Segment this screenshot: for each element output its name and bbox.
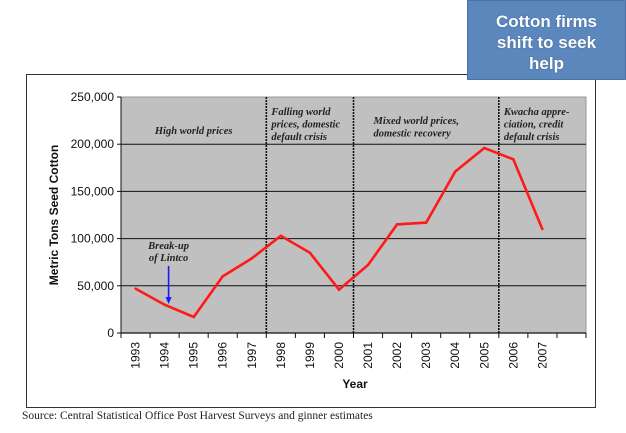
x-tick-label: 2004 — [448, 342, 462, 369]
x-tick-label: 2005 — [477, 342, 491, 369]
data-point — [134, 287, 137, 290]
x-tick-label: 2007 — [535, 342, 549, 369]
x-tick-label: 2002 — [390, 342, 404, 369]
x-axis: 1993 1994 1995 1996 1997 1998 1999 2000 2001 2002… — [120, 332, 587, 369]
annotation-label: Break-up — [147, 241, 189, 252]
y-axis-label: Metric Tons Seed Cotton — [47, 145, 61, 285]
x-tick-label: 1998 — [274, 342, 288, 369]
callout-box: Cotton firms shift to seek help — [467, 0, 626, 80]
annotation-label: of Lintco — [149, 253, 188, 264]
source-note: Source: Central Statistical Office Post … — [22, 410, 373, 422]
data-point — [395, 223, 399, 226]
period-label: domestic recovery — [374, 129, 452, 140]
period-dividers — [265, 97, 500, 333]
data-point — [454, 170, 457, 173]
data-point — [483, 146, 486, 150]
x-tick-label: 2006 — [506, 342, 520, 369]
data-point — [424, 221, 428, 224]
callout-line: help — [529, 54, 564, 73]
y-axis: 0 50,000 100,000 150,000 200,000 250,000 — [71, 90, 122, 340]
y-tick-label: 100,000 — [71, 232, 115, 246]
x-tick-label: 1994 — [158, 342, 172, 369]
x-tick-label: 2000 — [332, 342, 346, 369]
data-point — [337, 288, 341, 291]
x-tick-label: 2003 — [419, 342, 433, 369]
data-point — [541, 227, 544, 231]
y-tick-label: 150,000 — [71, 184, 115, 198]
data-point — [279, 234, 283, 237]
x-tick-label: 2001 — [361, 342, 375, 369]
period-label: prices, domestic — [270, 120, 340, 131]
y-tick-label: 0 — [107, 326, 114, 340]
period-label: Falling world — [270, 107, 331, 118]
data-points — [134, 146, 544, 319]
x-tick-label: 1993 — [129, 342, 143, 369]
data-point — [366, 263, 370, 267]
data-point — [163, 303, 166, 306]
data-point — [308, 251, 312, 254]
x-tick-label: 1995 — [187, 342, 201, 369]
data-point — [512, 158, 515, 161]
period-label: Mixed world prices, — [373, 116, 459, 127]
period-label: Kwacha appre- — [503, 107, 570, 118]
callout-line: shift to seek — [496, 33, 597, 52]
y-tick-label: 200,000 — [71, 137, 115, 151]
annotation-arrow-head — [165, 297, 172, 304]
y-tick-label: 250,000 — [71, 90, 115, 104]
period-label: default crisis — [271, 132, 327, 143]
x-tick-label: 1999 — [303, 342, 317, 369]
period-labels: High world prices Falling world prices, do… — [154, 107, 570, 143]
y-tick-label: 50,000 — [77, 279, 114, 293]
x-tick-label: 1997 — [245, 342, 259, 369]
data-point — [192, 315, 195, 319]
data-point — [221, 275, 224, 278]
x-axis-label: Year — [342, 377, 368, 391]
period-label: High world prices — [154, 126, 233, 137]
period-label: default crisis — [504, 132, 560, 143]
callout-line: Cotton firms — [495, 12, 598, 31]
period-label: ciation, credit — [504, 120, 565, 131]
x-tick-label: 1996 — [216, 342, 230, 369]
data-point — [250, 257, 253, 260]
